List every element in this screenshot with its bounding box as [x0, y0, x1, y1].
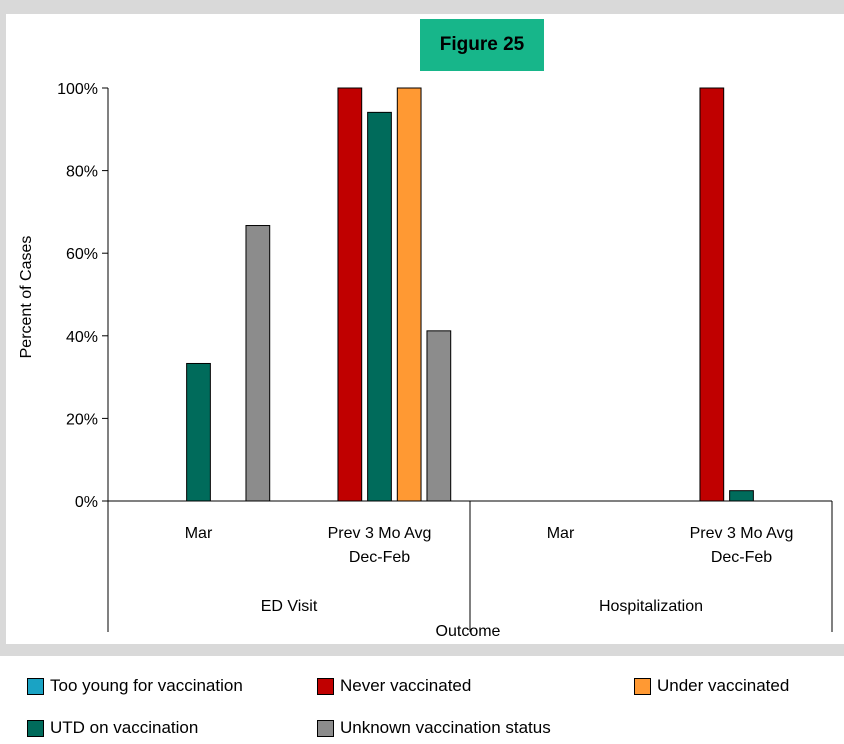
x-group-label: Hospitalization	[599, 598, 703, 615]
legend-swatch-utd	[27, 719, 44, 737]
legend-swatch-too-young	[27, 677, 44, 695]
x-category-label: Dec-Feb	[349, 549, 410, 566]
bar	[426, 330, 452, 502]
bar	[367, 111, 392, 502]
y-tick-label: 0%	[75, 494, 98, 511]
y-tick-label: 60%	[66, 246, 98, 263]
legend-item-too-young: Too young for vaccination	[27, 676, 243, 696]
legend-label-under-vaccinated: Under vaccinated	[657, 676, 790, 695]
legend-item-never-vaccinated: Never vaccinated	[317, 676, 471, 696]
legend-swatch-under-vaccinated	[634, 677, 651, 695]
legend-item-utd: UTD on vaccination	[27, 718, 198, 738]
bar-chart: 0% 20% 40% 60% 80% 100% Percent of Cases Mar Pre…	[18, 81, 833, 640]
chart-title: Figure 25	[420, 19, 544, 71]
bar	[396, 87, 422, 502]
bar	[337, 87, 363, 502]
x-axis-title: Outcome	[436, 623, 501, 640]
bar	[699, 87, 725, 502]
y-tick-label: 80%	[66, 164, 98, 181]
legend-swatch-never-vaccinated	[317, 677, 334, 695]
x-category-label: Mar	[185, 525, 213, 542]
legend-swatch-unknown	[317, 719, 334, 737]
legend-item-unknown: Unknown vaccination status	[317, 718, 551, 738]
x-category-label: Dec-Feb	[711, 549, 772, 566]
legend-label-utd: UTD on vaccination	[50, 718, 199, 737]
legend-label-never-vaccinated: Never vaccinated	[340, 676, 472, 695]
bar	[245, 225, 271, 502]
legend-label-unknown: Unknown vaccination status	[340, 718, 551, 737]
y-tick-label: 40%	[66, 329, 98, 346]
bar	[186, 362, 211, 502]
chart-legend: Too young for vaccination Never vaccinat…	[0, 656, 844, 744]
y-tick-label: 20%	[66, 411, 98, 428]
legend-item-under-vaccinated: Under vaccinated	[634, 676, 789, 696]
y-tick-label: 100%	[57, 81, 98, 98]
x-group-label: ED Visit	[261, 598, 318, 615]
x-category-label: Mar	[547, 525, 575, 542]
legend-label-too-young: Too young for vaccination	[50, 676, 243, 695]
y-axis-title: Percent of Cases	[18, 236, 35, 359]
x-category-label: Prev 3 Mo Avg	[690, 525, 794, 542]
x-category-label: Prev 3 Mo Avg	[328, 525, 432, 542]
bar	[729, 490, 754, 502]
